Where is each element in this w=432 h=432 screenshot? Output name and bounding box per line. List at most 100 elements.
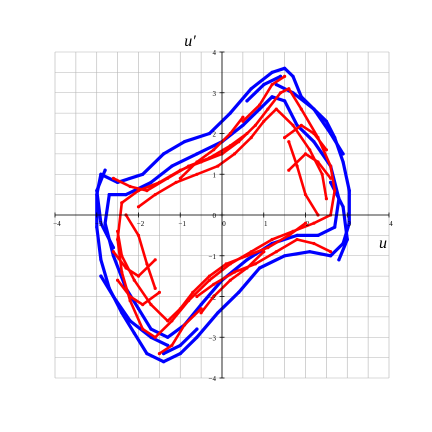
series-1-point [320, 172, 324, 176]
series-0-point [178, 352, 182, 356]
series-1-point [174, 180, 178, 184]
y-tick-label: −2 [209, 294, 217, 302]
series-0-point [149, 327, 153, 331]
series-1-point [287, 87, 291, 91]
series-0-point [162, 360, 166, 364]
series-0-point [95, 225, 99, 229]
series-1-point [111, 250, 115, 254]
series-1-point [195, 172, 199, 176]
series-0-point [145, 352, 149, 356]
series-0-point [258, 266, 262, 270]
series-1-point [278, 91, 283, 95]
series-0-point [245, 99, 249, 103]
series-0-point [291, 74, 295, 78]
series-0-point [99, 274, 103, 278]
series-1-point [232, 270, 237, 274]
series-1-point [283, 136, 287, 140]
series-0-point [170, 164, 174, 168]
series-0-point [347, 189, 351, 193]
series-1-point [199, 311, 203, 315]
series-1-point [245, 254, 249, 258]
y-tick-label: 3 [213, 90, 217, 98]
x-tick-label: −2 [137, 220, 145, 228]
series-1-point [249, 136, 253, 140]
series-0-point [245, 258, 249, 262]
series-1-point [136, 274, 141, 278]
series-1-point [232, 152, 237, 156]
series-1-point [212, 294, 216, 299]
series-1-point [207, 278, 212, 282]
series-1-strand [287, 140, 320, 217]
series-0-point [103, 168, 107, 172]
series-0-strand [95, 168, 115, 250]
series-1-point [312, 221, 316, 225]
series-0-point [124, 193, 128, 197]
series-1-point [120, 254, 124, 258]
series-1-point [274, 107, 278, 111]
series-1-point [212, 282, 216, 286]
series-1-point [262, 119, 266, 123]
series-1-point [253, 262, 257, 266]
x-tick-label: −1 [179, 220, 187, 228]
series-0-point [237, 290, 241, 294]
series-1-point [224, 262, 228, 266]
series-1-point [182, 323, 186, 327]
series-1-point [228, 131, 232, 136]
series-1-point [187, 164, 191, 168]
series-1 [111, 74, 337, 356]
series-0-point [283, 66, 287, 70]
series-1-point [245, 266, 249, 270]
series-1-strand [158, 307, 203, 355]
series-0-point [195, 335, 199, 339]
series-1-point [128, 299, 132, 303]
series-0-point [99, 221, 103, 225]
series-1-point [299, 123, 303, 127]
series-1-point [149, 303, 153, 307]
y-tick-label: 2 [213, 131, 217, 139]
series-1-point [178, 176, 182, 180]
series-0-point [345, 237, 349, 242]
origin-tick-label: 0 [213, 212, 217, 220]
series-1-point [153, 193, 157, 197]
series-0-point [241, 123, 245, 127]
series-1-point [287, 140, 291, 144]
series-1-point [266, 107, 270, 111]
series-1-point [120, 270, 124, 274]
series-0-point [99, 258, 103, 262]
series-1-point [120, 201, 124, 205]
series-1-point [316, 160, 320, 164]
series-0-point [178, 343, 182, 347]
series-1-point [270, 237, 274, 242]
series-1-strand [116, 87, 336, 339]
series-1-strand [283, 124, 328, 152]
series-1-point [299, 107, 303, 111]
series-1-point [295, 237, 299, 242]
series-1-strand [112, 250, 157, 278]
series-0-point [329, 254, 333, 258]
series-1-point [116, 229, 120, 233]
ticks: −4 −3 −2 −1 0 1 2 3 4 −4 −3 −2 −1 1 2 3 4 0 [53, 49, 393, 383]
series-1-point [241, 115, 245, 119]
series-1-point [329, 164, 333, 168]
series-1-point [324, 197, 328, 201]
x-tick-label: −4 [53, 220, 61, 228]
series-0-point [341, 205, 345, 209]
series-1-point [207, 156, 212, 160]
series-1-point [245, 131, 249, 136]
series-0-point [228, 111, 232, 115]
series-1-point [124, 266, 128, 270]
series-0-point [312, 107, 316, 111]
series-1-strand [137, 107, 328, 209]
series-0-point [316, 233, 320, 237]
series-0-point [341, 160, 345, 164]
series-1-point [116, 278, 120, 282]
series-0-point [295, 233, 299, 237]
series-1-point [199, 307, 203, 311]
series-1-point [303, 221, 308, 225]
series-1-strand [287, 152, 332, 180]
series-0-point [111, 246, 115, 250]
series-1-point [128, 294, 132, 299]
series-0-point [182, 140, 186, 144]
series-1-point [191, 290, 195, 294]
